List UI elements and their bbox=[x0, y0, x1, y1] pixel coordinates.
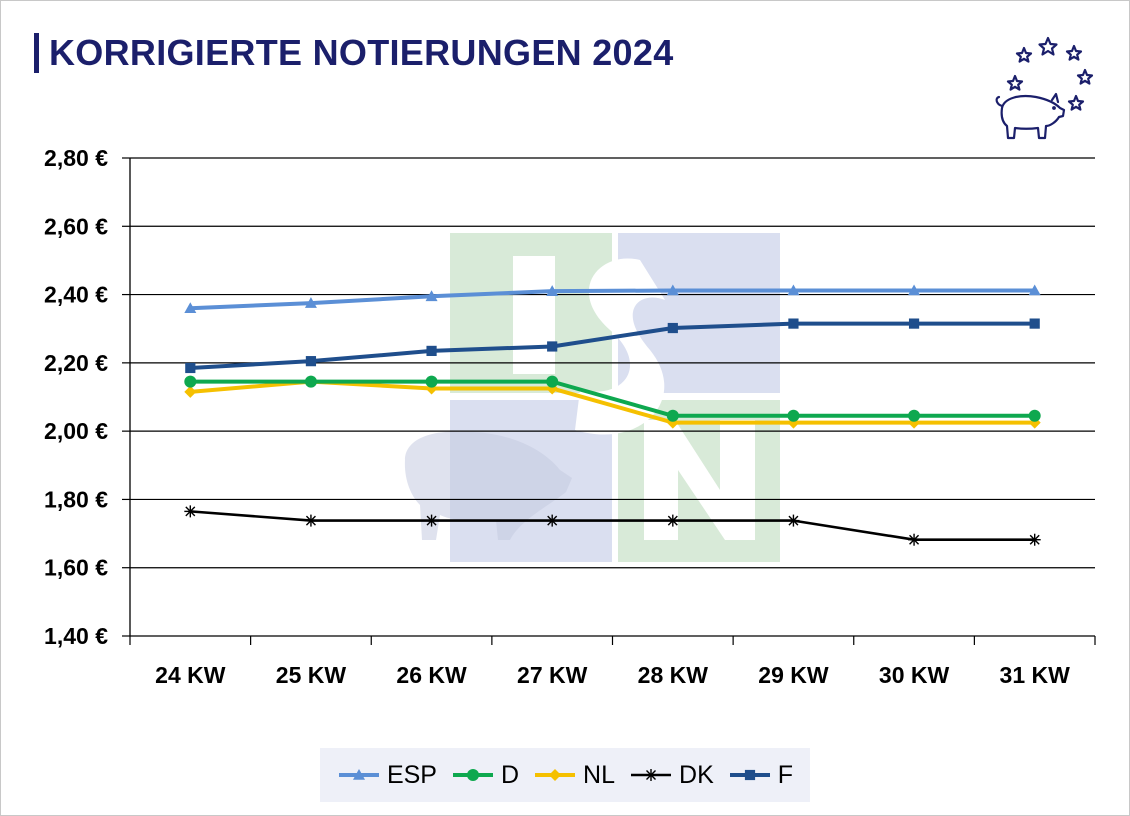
series-f bbox=[185, 318, 1040, 374]
data-point-dk bbox=[666, 514, 679, 527]
y-tick-label: 1,60 € bbox=[44, 555, 108, 581]
data-point-esp bbox=[1028, 284, 1041, 296]
x-axis-tick-labels: 24 KW 25 KW 26 KW 27 KW 28 KW 29 KW 30 KW 31 KW bbox=[155, 662, 1070, 688]
data-point-esp bbox=[546, 285, 559, 296]
legend-swatch-esp bbox=[338, 769, 379, 780]
x-tick-label: 26 KW bbox=[396, 662, 467, 688]
data-point-d bbox=[546, 375, 559, 388]
x-tick-label: 25 KW bbox=[276, 662, 347, 688]
data-point-nl bbox=[184, 385, 197, 398]
data-point-esp bbox=[425, 290, 438, 302]
pig-with-stars-icon bbox=[995, 36, 1094, 140]
series-esp bbox=[184, 284, 1041, 314]
legend-item-f: F bbox=[728, 761, 793, 790]
data-point-d bbox=[1028, 409, 1041, 422]
data-point-dk bbox=[425, 514, 438, 527]
data-point-esp bbox=[184, 302, 197, 314]
x-tick-label: 29 KW bbox=[758, 662, 829, 688]
y-tick-label: 1,40 € bbox=[44, 623, 108, 649]
y-tick-label: 1,80 € bbox=[44, 486, 108, 512]
page-title: KORRIGIERTE NOTIERUNGEN 2024 bbox=[49, 32, 674, 73]
x-tick-label: 28 KW bbox=[638, 662, 709, 688]
data-point-d bbox=[304, 375, 317, 388]
legend-label: DK bbox=[679, 760, 714, 789]
data-point-esp bbox=[787, 284, 800, 296]
data-point-f bbox=[788, 318, 799, 329]
data-point-d bbox=[787, 409, 800, 422]
data-point-dk bbox=[1028, 533, 1041, 546]
data-point-esp bbox=[304, 297, 317, 308]
legend-swatch-dk bbox=[631, 769, 672, 781]
legend-item-d: D bbox=[451, 761, 519, 790]
data-point-dk bbox=[184, 505, 197, 518]
series-line-d bbox=[190, 379, 1035, 418]
data-point-dk bbox=[546, 514, 559, 527]
chart-legend: ESP D NL DK F bbox=[320, 748, 810, 802]
x-tick-label: 30 KW bbox=[879, 662, 950, 688]
data-point-d bbox=[425, 375, 438, 388]
series-dk bbox=[184, 505, 1041, 546]
legend-item-esp: ESP bbox=[337, 761, 437, 790]
data-point-f bbox=[426, 345, 437, 357]
legend-label: F bbox=[777, 760, 794, 789]
data-point-d bbox=[666, 409, 679, 422]
legend-swatch-d bbox=[452, 769, 493, 781]
legend-item-nl: NL bbox=[533, 761, 615, 790]
series-d bbox=[184, 375, 1041, 422]
series-line-f bbox=[190, 321, 1035, 370]
y-axis-tick-labels: 1,40 € 1,60 € 1,80 € 2,00 € 2,20 € 2,40 € 2,60… bbox=[44, 145, 108, 649]
data-point-d bbox=[184, 375, 197, 388]
legend-label: ESP bbox=[386, 760, 437, 789]
legend-item-dk: DK bbox=[629, 761, 714, 790]
data-point-dk bbox=[908, 533, 921, 546]
isn-watermark-logo bbox=[404, 233, 780, 562]
x-tick-label: 31 KW bbox=[1000, 662, 1071, 688]
chart-gridlines bbox=[130, 157, 1095, 569]
data-point-f bbox=[185, 362, 196, 374]
data-point-d bbox=[908, 409, 921, 422]
y-tick-label: 2,80 € bbox=[44, 145, 108, 171]
series-line-esp bbox=[190, 288, 1035, 311]
y-tick-label: 2,40 € bbox=[44, 282, 108, 308]
chart-series bbox=[184, 284, 1041, 546]
y-tick-label: 2,20 € bbox=[44, 350, 108, 376]
x-tick-label: 24 KW bbox=[155, 662, 226, 688]
data-point-f bbox=[305, 356, 317, 367]
legend-swatch-f bbox=[729, 769, 770, 781]
title-block: KORRIGIERTE NOTIERUNGEN 2024 bbox=[34, 30, 674, 76]
y-tick-label: 2,60 € bbox=[44, 213, 108, 239]
legend-label: D bbox=[500, 760, 520, 789]
data-point-f bbox=[667, 322, 678, 334]
data-point-dk bbox=[304, 514, 317, 527]
data-point-esp bbox=[666, 284, 679, 296]
data-point-dk bbox=[787, 514, 800, 527]
title-accent-bar bbox=[34, 33, 39, 73]
legend-label: NL bbox=[583, 760, 616, 789]
data-point-esp bbox=[908, 284, 921, 296]
data-point-f bbox=[547, 341, 558, 352]
data-point-f bbox=[908, 318, 920, 329]
legend-swatch-nl bbox=[535, 769, 576, 781]
y-tick-label: 2,00 € bbox=[44, 418, 108, 444]
series-line-dk bbox=[190, 510, 1035, 542]
data-point-f bbox=[1029, 318, 1040, 329]
chart-axes bbox=[122, 157, 1096, 645]
x-tick-label: 27 KW bbox=[517, 662, 588, 688]
